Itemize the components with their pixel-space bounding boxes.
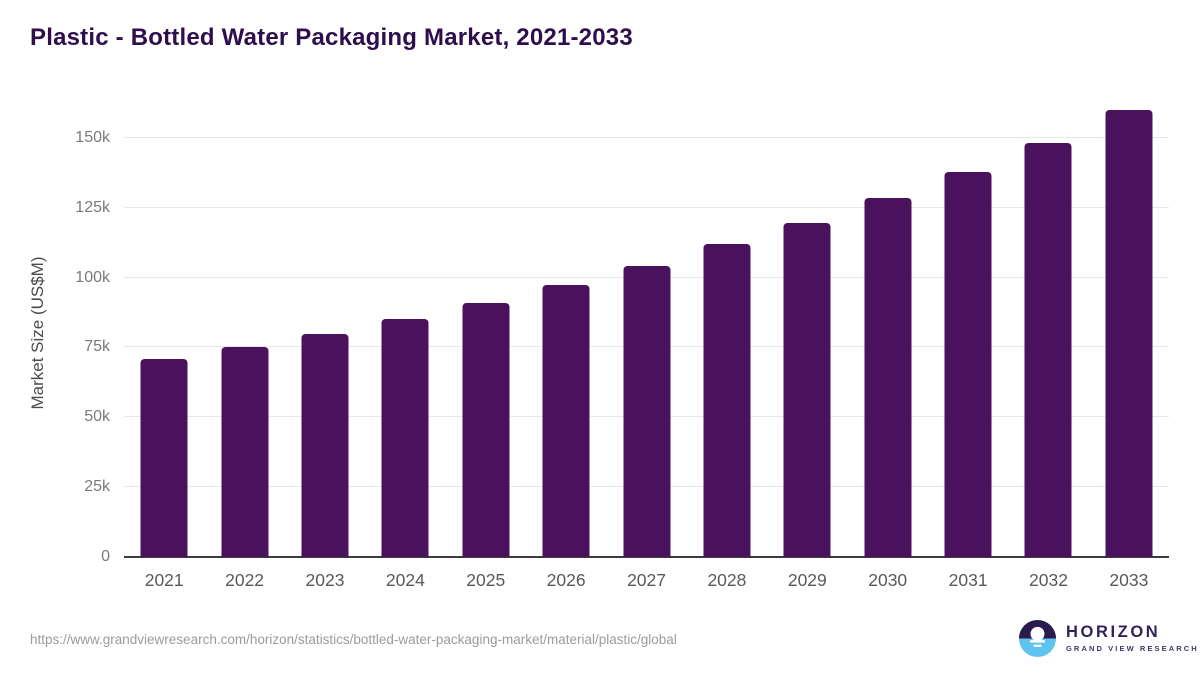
bar-2032[interactable]: [1024, 142, 1072, 557]
x-tick-label: 2027: [627, 570, 666, 590]
x-tick-label: 2026: [546, 570, 586, 590]
bar-2023[interactable]: [301, 333, 349, 557]
bar-2021[interactable]: [140, 358, 188, 557]
bar-2028[interactable]: [703, 244, 751, 557]
y-tick-label: 25k: [84, 478, 110, 496]
bar-column: 2023: [285, 110, 365, 590]
bar-column: 2025: [446, 110, 526, 590]
gridline: [124, 206, 1169, 208]
bar-column: 2031: [928, 110, 1008, 590]
bar-columns: 2021 2022 2023 2024 2025 2026 2027 2028 2029 2030…: [124, 110, 1169, 590]
x-tick-label: 2032: [1029, 570, 1068, 590]
x-tick-label: 2030: [868, 570, 908, 590]
x-tick-label: 2031: [948, 570, 988, 590]
logo-brand: HORIZON: [1066, 623, 1161, 641]
bar-column: 2028: [687, 110, 767, 590]
source-url: https://www.grandviewresearch.com/horizo…: [30, 632, 677, 647]
x-tick-label: 2033: [1109, 570, 1149, 590]
y-tick-label: 50k: [84, 408, 110, 426]
x-tick-label: 2028: [707, 570, 747, 590]
bar-column: 2029: [767, 110, 847, 590]
y-tick-label: 150k: [75, 128, 110, 146]
bar-column: 2026: [526, 110, 606, 590]
plot-area: 0 25k 50k 75k 100k 125k 150k 2021 2022 2023 2024 20…: [75, 110, 1169, 590]
x-tick-label: 2022: [225, 570, 265, 590]
bar-column: 2027: [606, 110, 686, 590]
x-tick-label: 2025: [466, 570, 506, 590]
gridline: [124, 136, 1169, 138]
x-axis-line: [124, 556, 1169, 558]
bar-column: 2022: [204, 110, 284, 590]
y-tick-label: 100k: [75, 268, 110, 286]
bar-2033[interactable]: [1105, 110, 1153, 557]
y-tick-label: 125k: [75, 198, 110, 216]
bar-column: 2030: [848, 110, 928, 590]
chart-title: Plastic - Bottled Water Packaging Market…: [30, 24, 633, 51]
bar-2031[interactable]: [944, 172, 992, 557]
x-tick-label: 2029: [787, 570, 827, 590]
bar-2025[interactable]: [462, 302, 510, 557]
bar-2030[interactable]: [864, 197, 912, 557]
x-tick-label: 2021: [144, 570, 184, 590]
bar-column: 2021: [124, 110, 204, 590]
x-tick-label: 2023: [305, 570, 345, 590]
bar-column: 2033: [1089, 110, 1169, 590]
y-tick-label: 75k: [84, 338, 110, 356]
bar-2029[interactable]: [783, 222, 831, 557]
bar-2027[interactable]: [623, 266, 671, 557]
bar-2024[interactable]: [381, 318, 429, 557]
bar-column: 2024: [365, 110, 445, 590]
bar-2022[interactable]: [221, 346, 269, 557]
x-tick-label: 2024: [385, 570, 425, 590]
horizon-logo-text: HORIZON GRAND VIEW RESEARCH: [1066, 623, 1199, 654]
y-tick-label: 0: [101, 548, 110, 565]
bar-column: 2032: [1008, 110, 1088, 590]
y-axis-title: Market Size (US$M): [28, 256, 47, 410]
horizon-sun-over-water-icon: [1019, 620, 1056, 657]
bar-2026[interactable]: [542, 284, 590, 557]
horizon-logo: HORIZON GRAND VIEW RESEARCH: [1019, 620, 1199, 657]
logo-subtitle: GRAND VIEW RESEARCH: [1066, 644, 1199, 653]
